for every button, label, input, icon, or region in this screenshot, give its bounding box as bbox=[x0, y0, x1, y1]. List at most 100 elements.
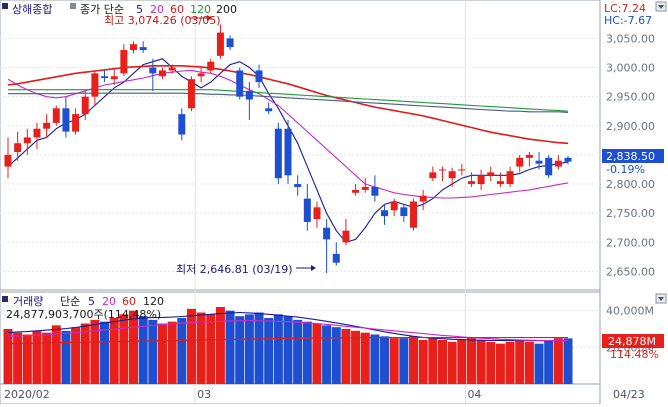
price-y-tick-label: 2,950.00 bbox=[606, 91, 655, 104]
candle-down bbox=[400, 207, 408, 217]
ma-120-line bbox=[8, 89, 569, 112]
volume-legend-title[interactable]: 거래량 bbox=[13, 295, 43, 308]
volume-bar bbox=[225, 310, 235, 384]
legend-period-5: 5 bbox=[136, 3, 143, 16]
candle-up bbox=[419, 195, 427, 202]
chevron-down-icon bbox=[658, 5, 664, 9]
volume-bar bbox=[360, 332, 370, 384]
legend-period-200: 200 bbox=[216, 3, 237, 16]
candle-up bbox=[429, 172, 437, 179]
hc-info: HC:-7.67 bbox=[604, 14, 652, 27]
candle-up bbox=[4, 154, 12, 167]
price-y-tick-label: 2,750.00 bbox=[606, 207, 655, 220]
low-annotation: 최저 2,646.81 (03/19) bbox=[176, 263, 316, 276]
candle-down bbox=[371, 186, 379, 196]
volume-bar bbox=[148, 319, 158, 384]
volume-bar bbox=[273, 314, 283, 384]
candle-up bbox=[554, 160, 562, 167]
volume-legend: 거래량 단순 5 20 60 120 24,877,903,700주(114,4… bbox=[2, 295, 164, 321]
volume-bar bbox=[283, 316, 293, 384]
candle-up bbox=[525, 154, 533, 158]
volume-bar bbox=[370, 334, 380, 384]
volume-bar bbox=[331, 327, 341, 384]
candle-up bbox=[361, 186, 369, 190]
candle-up bbox=[216, 32, 224, 56]
volume-bar bbox=[71, 327, 81, 384]
volume-bar bbox=[13, 332, 23, 384]
candle-up bbox=[52, 108, 60, 123]
candle-down bbox=[332, 253, 340, 263]
candle-down bbox=[245, 90, 253, 100]
candle-up bbox=[448, 171, 456, 179]
candle-down bbox=[535, 160, 543, 164]
candle-down bbox=[274, 128, 282, 179]
volume-bar bbox=[322, 325, 332, 384]
candle-up bbox=[342, 230, 350, 243]
candle-up bbox=[458, 169, 466, 171]
volume-ma-5-line bbox=[7, 311, 569, 342]
candle-up bbox=[187, 79, 195, 109]
volume-bar bbox=[186, 308, 196, 384]
volume-bar bbox=[264, 318, 274, 384]
price-y-tick-label: 2,900.00 bbox=[606, 120, 655, 133]
candle-up bbox=[33, 128, 41, 138]
candle-up bbox=[477, 175, 485, 185]
volume-legend-ma-label[interactable]: 단순 bbox=[60, 295, 80, 308]
price-legend-title[interactable]: 상해종합 bbox=[12, 2, 52, 16]
candle-up bbox=[438, 169, 446, 171]
candle-down bbox=[265, 108, 273, 112]
x-axis-area bbox=[0, 383, 601, 405]
volume-y-tick-label: 40,000M bbox=[606, 305, 654, 318]
volume-bar bbox=[515, 340, 525, 384]
last-volume-ratio: 114.48% bbox=[610, 348, 659, 361]
candle-down bbox=[139, 47, 147, 51]
ma-200-line bbox=[8, 92, 569, 113]
chevron-down-icon bbox=[658, 297, 664, 301]
candle-down bbox=[101, 76, 109, 79]
volume-bar bbox=[3, 329, 13, 384]
candle-up bbox=[506, 171, 514, 185]
volume-bar bbox=[196, 312, 206, 384]
volume-bar bbox=[244, 314, 254, 384]
candle-up bbox=[130, 44, 138, 51]
candle-down bbox=[226, 38, 234, 48]
volume-bar bbox=[428, 338, 438, 384]
volume-bar bbox=[437, 340, 447, 384]
legend-period-20: 20 bbox=[150, 3, 164, 16]
price-legend-ma-label[interactable]: 종가 단순 bbox=[80, 3, 124, 16]
candle-down bbox=[284, 128, 292, 176]
candle-down bbox=[62, 108, 70, 132]
candle-up bbox=[120, 50, 128, 74]
price-y-tick-label: 2,650.00 bbox=[606, 265, 655, 278]
candle-up bbox=[352, 189, 360, 193]
volume-bar bbox=[409, 336, 419, 384]
legend-period-120: 120 bbox=[190, 3, 211, 16]
candle-up bbox=[487, 172, 495, 176]
volume-bar bbox=[157, 323, 167, 384]
candle-down bbox=[255, 70, 263, 83]
volume-bar bbox=[302, 321, 312, 384]
price-legend: 상해종합 종가 단순 5 20 60 120 200 bbox=[2, 2, 237, 16]
volume-bar bbox=[553, 338, 563, 384]
volume-bar bbox=[534, 343, 544, 384]
volume-bar bbox=[90, 319, 100, 384]
candle-up bbox=[23, 137, 31, 144]
x-tick-label: 2020/02 bbox=[4, 388, 50, 401]
candle-up bbox=[390, 201, 398, 211]
price-y-tick-label: 2,800.00 bbox=[606, 178, 655, 191]
candle-down bbox=[545, 157, 553, 176]
x-tick-label: 03 bbox=[197, 388, 211, 401]
low-arrowhead-icon bbox=[311, 265, 316, 271]
volume-bar bbox=[563, 338, 573, 384]
candle-down bbox=[149, 67, 157, 74]
volume-bar bbox=[129, 310, 139, 384]
candle-down bbox=[381, 210, 389, 217]
volume-bar bbox=[447, 341, 457, 384]
volume-bar bbox=[109, 318, 119, 384]
legend-marker-icon bbox=[2, 3, 8, 9]
candle-down bbox=[323, 227, 331, 240]
volume-bar bbox=[418, 340, 428, 384]
vol-legend-period-120: 120 bbox=[143, 295, 164, 308]
volume-bar bbox=[457, 340, 467, 384]
candle-down bbox=[294, 184, 302, 187]
